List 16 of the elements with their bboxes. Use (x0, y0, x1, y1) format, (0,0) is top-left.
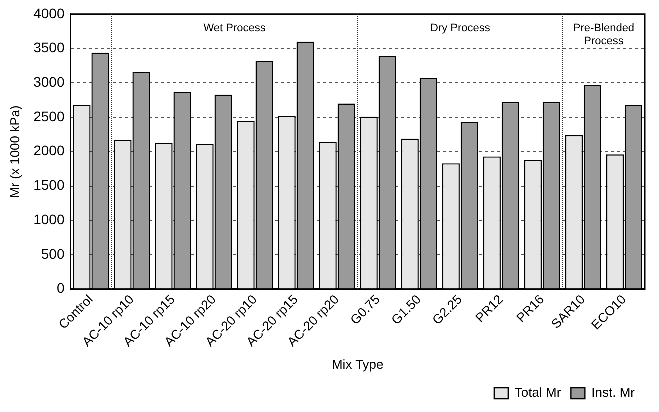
y-tick-label: 3000 (34, 74, 65, 90)
y-tick-label: 2500 (34, 108, 65, 124)
y-tick-label: 2000 (34, 142, 65, 159)
x-axis-title: Mix Type (332, 356, 384, 372)
y-tick-label: 3500 (34, 40, 65, 56)
legend-label: Inst. Mr (592, 385, 636, 400)
annotation: Wet Process (204, 22, 266, 34)
y-axis-title: Mr (x 1000 kPa) (7, 106, 22, 198)
annotation: Pre-Blended Process (573, 22, 635, 48)
y-tick-label: 0 (56, 280, 65, 296)
annotation: Dry Process (430, 22, 491, 34)
y-tick-label: 1500 (34, 177, 65, 194)
legend-label: Total Mr (514, 385, 562, 400)
y-tick-label: 1000 (34, 211, 65, 228)
y-tick-label: 500 (41, 246, 65, 262)
y-tick-label: 4000 (34, 5, 65, 22)
